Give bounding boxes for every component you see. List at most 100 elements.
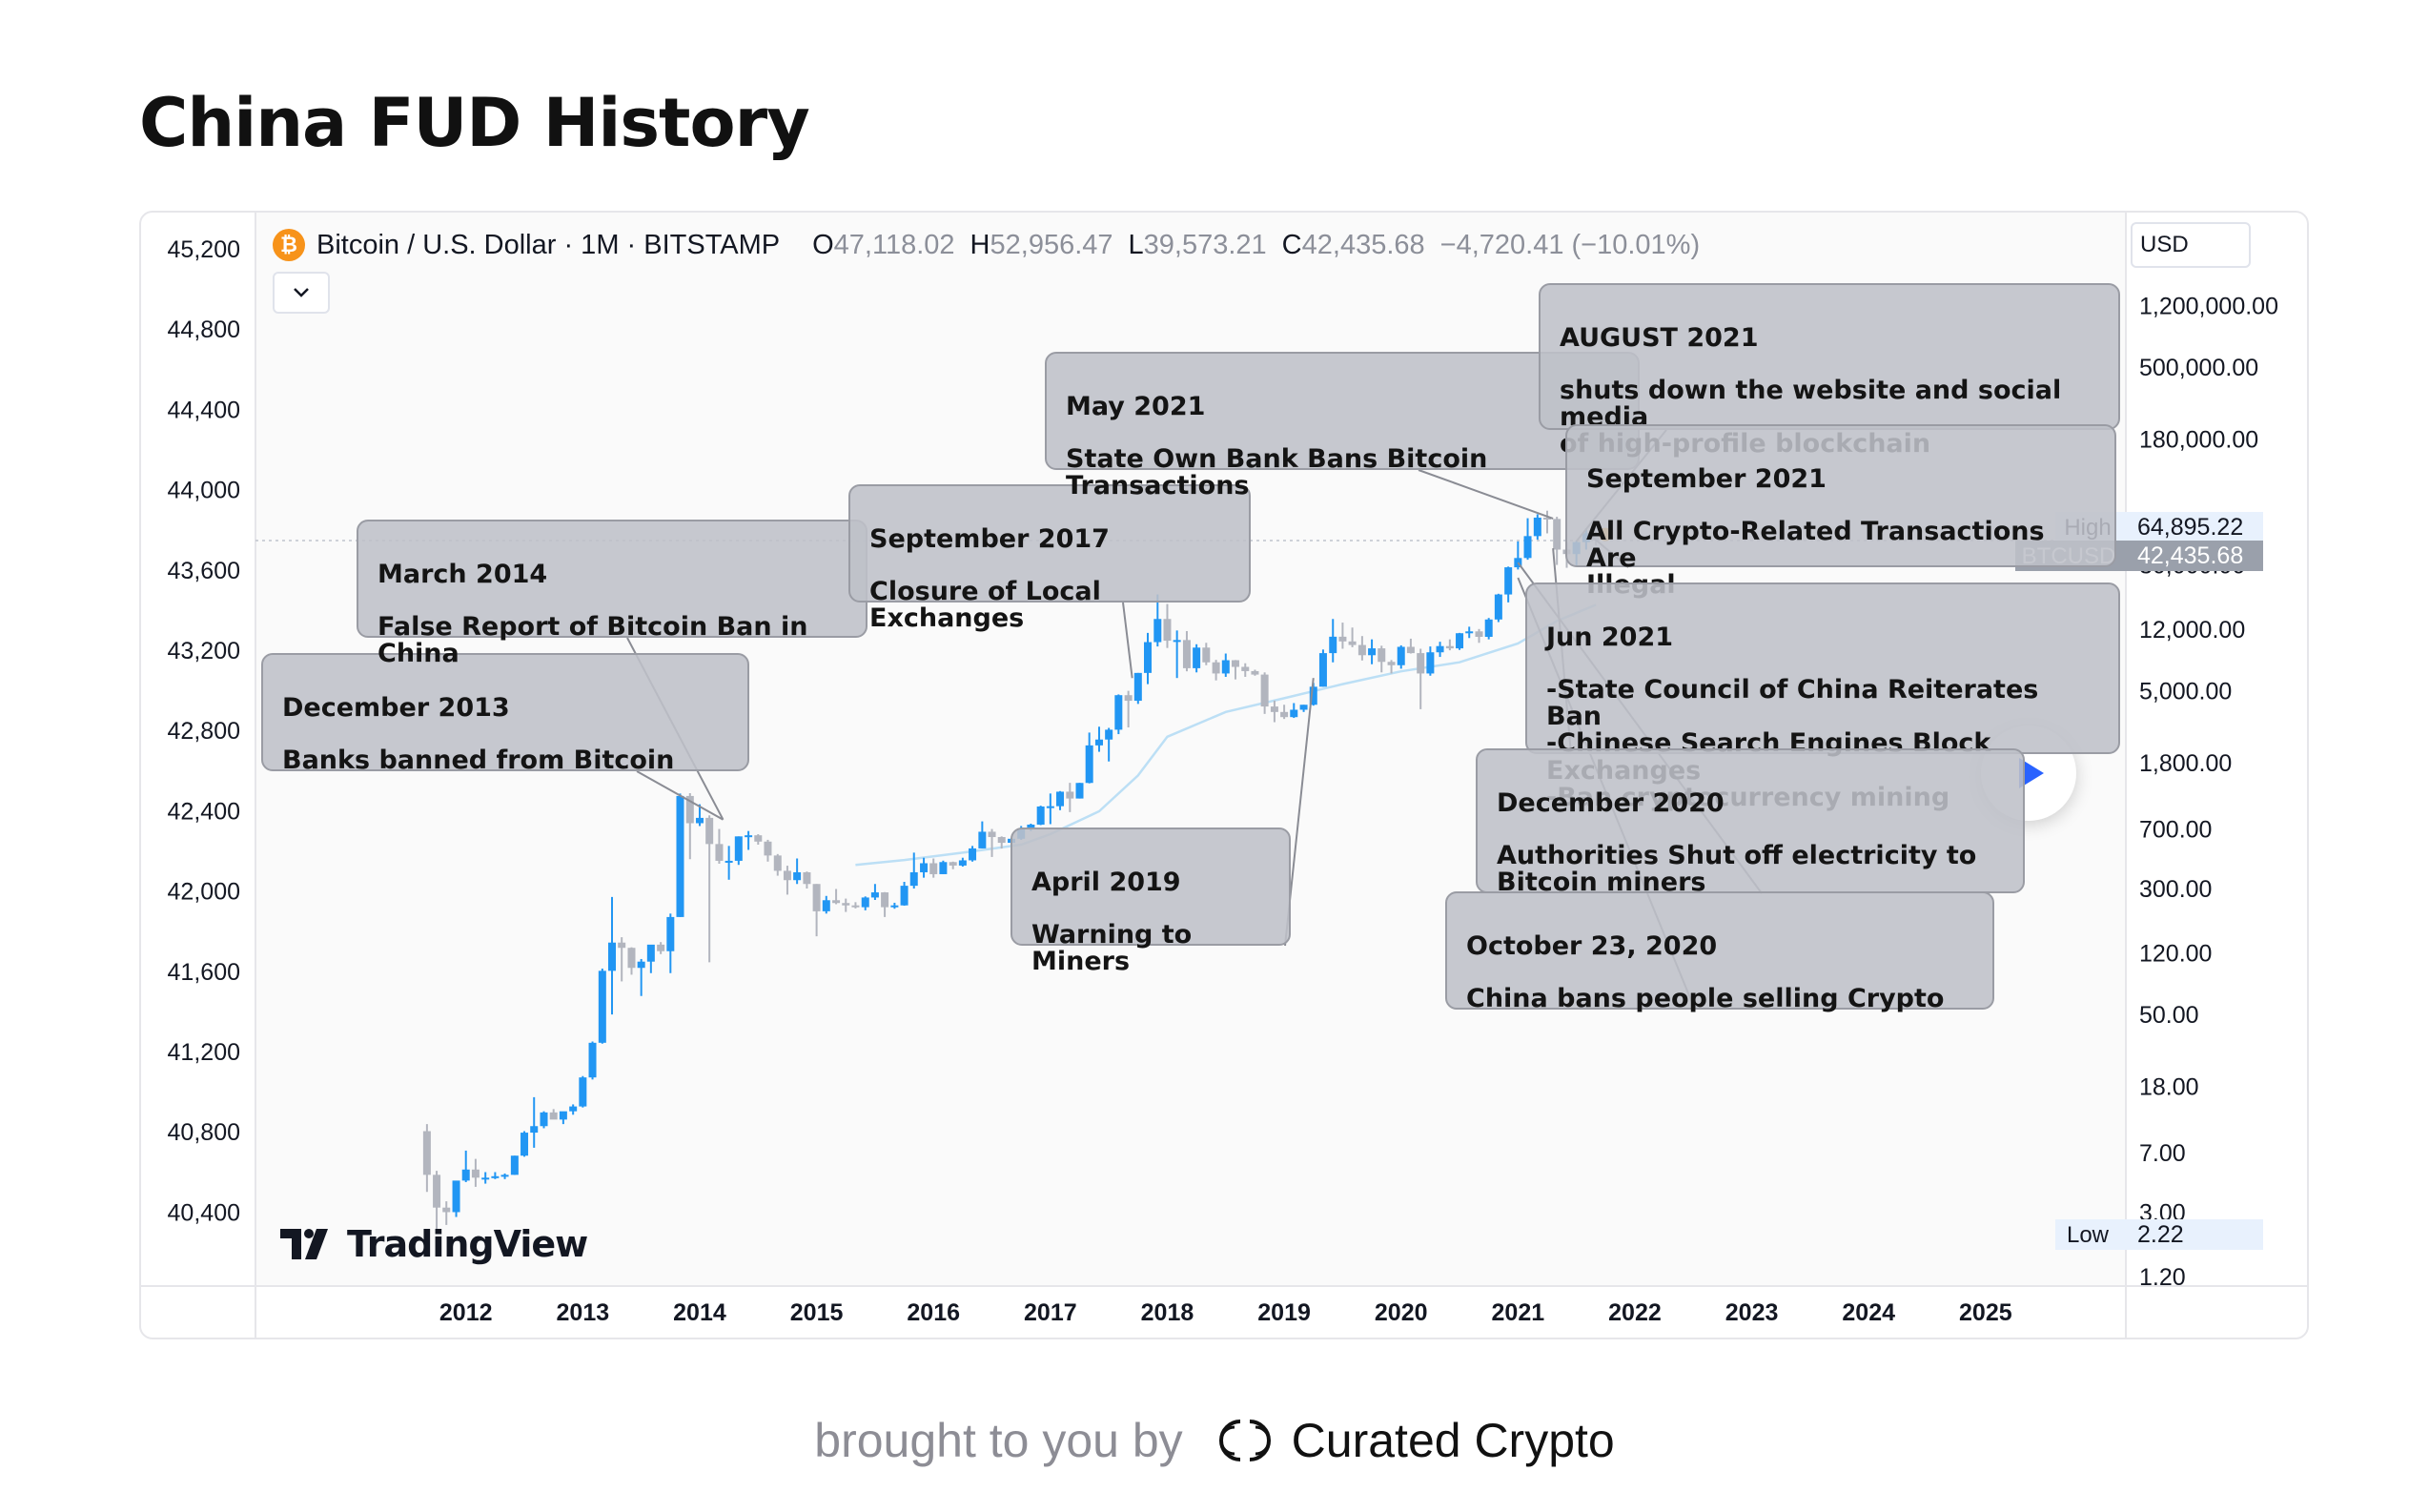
change-value: −4,720.41 (−10.01%) <box>1439 229 1701 260</box>
candle <box>1318 649 1327 687</box>
chart-panel[interactable]: 45,200 44,800 44,400 44,000 43,600 43,200 42,8… <box>139 211 2309 1339</box>
candle-body <box>1445 645 1454 649</box>
candle <box>1143 632 1152 684</box>
candle-body <box>1212 662 1220 674</box>
candle-body <box>1027 824 1035 829</box>
left-axis-tick: 44,000 <box>168 478 240 504</box>
candle <box>1085 732 1093 784</box>
right-axis-tick: 1.20 <box>2139 1264 2186 1291</box>
right-axis-tick: 1,200,000.00 <box>2139 294 2278 320</box>
candle <box>978 821 987 848</box>
candle-body <box>725 860 733 863</box>
annotation-dec-2020[interactable]: December 2020 Authorities Shut off electr… <box>1476 748 2025 896</box>
candle <box>812 884 821 937</box>
candle-body <box>1357 644 1366 656</box>
candle-body <box>618 942 626 949</box>
candle <box>646 944 655 973</box>
candle <box>929 858 938 878</box>
annotation-mar-2014[interactable]: March 2014 False Report of Bitcoin Ban in… <box>357 520 868 667</box>
candle-body <box>1270 706 1278 712</box>
annotation-pointer <box>1418 469 1554 520</box>
candle-body <box>481 1177 490 1180</box>
candle-body <box>1378 648 1386 663</box>
candle <box>881 891 889 917</box>
candle-body <box>1182 640 1191 668</box>
candle-body <box>1484 619 1493 638</box>
high-value: 64,895.22 <box>2137 514 2243 541</box>
footer-brand[interactable]: Curated Crypto <box>1291 1414 1615 1467</box>
right-axis-tick: 12,000.00 <box>2139 617 2245 644</box>
candle-body <box>783 870 791 881</box>
candle <box>1260 672 1269 714</box>
candle <box>569 1104 578 1115</box>
collapse-legend-button[interactable] <box>273 272 330 314</box>
x-axis-tick: 2024 <box>1842 1299 1895 1326</box>
candle-body <box>1533 517 1541 537</box>
candle-body <box>461 1169 470 1181</box>
candle <box>1357 636 1366 661</box>
candle-body <box>715 844 724 861</box>
annotation-dec-2013[interactable]: December 2013 Banks banned from Bitcoin <box>261 653 749 774</box>
candle <box>1114 694 1123 735</box>
candle <box>1338 623 1347 649</box>
candle <box>851 902 860 909</box>
candle <box>471 1158 480 1187</box>
candle-body <box>1436 645 1444 653</box>
high-label: H <box>970 229 990 260</box>
x-axis-tick: 2019 <box>1257 1299 1311 1326</box>
candle-body <box>695 817 704 824</box>
candle <box>1387 660 1396 674</box>
left-axis-tick: 45,200 <box>168 236 240 263</box>
candle-body <box>442 1207 451 1213</box>
candle-body <box>832 900 841 904</box>
candle <box>734 836 743 866</box>
candle <box>1456 632 1464 650</box>
x-axis-tick: 2023 <box>1725 1299 1779 1326</box>
annotation-apr-2019[interactable]: April 2019 Warning to Miners <box>1010 828 1291 975</box>
annotation-aug-2021[interactable]: AUGUST 2021 shuts down the website and so… <box>1539 283 2120 458</box>
candle <box>666 913 675 973</box>
candle-body <box>793 871 802 881</box>
candle-body <box>540 1112 548 1127</box>
candle-body <box>1299 705 1308 710</box>
candle <box>676 793 684 917</box>
candle <box>1475 628 1483 644</box>
annotation-jun-2021[interactable]: Jun 2021 -State Council of China Reiterat… <box>1525 582 2120 811</box>
low-label-bg <box>2055 1219 2122 1250</box>
candle-body <box>890 905 899 908</box>
candle-body <box>861 897 869 908</box>
annotation-oct-2020[interactable]: October 23, 2020 China bans people sellin… <box>1445 891 1994 1012</box>
candle <box>461 1150 470 1182</box>
candle-body <box>1397 646 1405 665</box>
open-value: 47,118.02 <box>833 229 955 260</box>
annotation-pointer <box>1122 602 1133 679</box>
tradingview-logo[interactable]: TradingView <box>280 1223 588 1265</box>
candle-body <box>1406 646 1415 654</box>
candle <box>1484 618 1493 640</box>
curated-crypto-logo-icon <box>1218 1420 1271 1461</box>
chevron-down-icon <box>294 288 309 297</box>
open-label: O <box>812 229 834 260</box>
right-axis-tick: 500,000.00 <box>2139 355 2258 381</box>
candle <box>900 881 908 907</box>
candle-body <box>842 903 850 906</box>
right-axis-tick: 1,800.00 <box>2139 750 2232 777</box>
symbol-header[interactable]: ₿ Bitcoin / U.S. Dollar · 1M · BITSTAMP … <box>273 226 1700 264</box>
candle <box>442 1201 451 1225</box>
left-axis-tick: 44,400 <box>168 397 240 423</box>
candle <box>1182 630 1191 672</box>
x-axis-tick: 2017 <box>1024 1299 1077 1326</box>
annotation-sep-2017[interactable]: September 2017 Closure of Local Exchanges <box>848 484 1251 632</box>
candle <box>618 937 626 982</box>
currency-selector[interactable]: USD <box>2131 222 2251 268</box>
candle <box>1066 783 1074 812</box>
candle-body <box>1494 594 1502 620</box>
annotation-sep-2021[interactable]: September 2021 All Crypto-Related Transac… <box>1565 424 2116 599</box>
tradingview-label: TradingView <box>347 1223 588 1265</box>
candle-body <box>471 1169 480 1178</box>
candle-body <box>1387 662 1396 665</box>
candle <box>579 1075 587 1108</box>
right-axis-tick: 18.00 <box>2139 1073 2199 1100</box>
symbol-title[interactable]: Bitcoin / U.S. Dollar · 1M · BITSTAMP <box>316 229 781 260</box>
x-axis-tick: 2016 <box>907 1299 960 1326</box>
